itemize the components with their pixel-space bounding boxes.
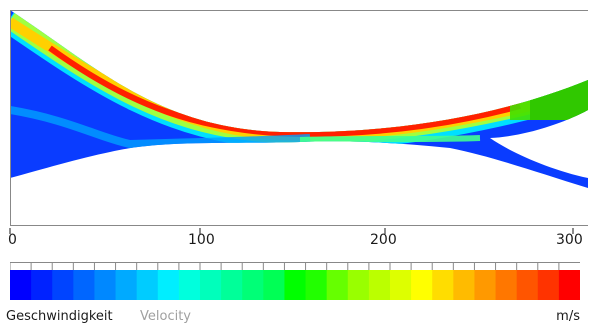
scale-tick-300: 300 <box>556 232 583 248</box>
colorbar-swatch <box>94 270 116 300</box>
colorbar-swatches <box>10 270 580 300</box>
colorbar-swatch <box>263 270 285 300</box>
velocity-colorbar <box>10 262 580 302</box>
colorbar-swatch <box>538 270 560 300</box>
colorbar-swatch <box>496 270 518 300</box>
colorbar-swatch <box>474 270 496 300</box>
colorbar-swatch <box>158 270 180 300</box>
colorbar-swatch <box>453 270 475 300</box>
scale-tick-100: 100 <box>188 232 215 248</box>
scale-tick-200: 200 <box>370 232 397 248</box>
colorbar-swatch <box>411 270 433 300</box>
colorbar-swatch <box>52 270 74 300</box>
colorbar-swatch <box>517 270 539 300</box>
colorbar-swatch <box>73 270 95 300</box>
scale-tick-0: 0 <box>8 232 17 248</box>
colorbar-swatch <box>284 270 306 300</box>
colorbar-swatch <box>10 270 32 300</box>
channel-flow <box>10 10 588 226</box>
legend-title-en: Velocity <box>140 309 191 324</box>
legend-unit: m/s <box>556 309 580 324</box>
colorbar-swatch <box>137 270 159 300</box>
legend-title-de: Geschwindigkeit <box>6 309 113 324</box>
colorbar-swatch <box>179 270 201 300</box>
colorbar-swatch <box>369 270 391 300</box>
colorbar-swatch <box>242 270 264 300</box>
colorbar-swatch <box>390 270 412 300</box>
colorbar-swatch <box>348 270 370 300</box>
colorbar-swatch <box>116 270 138 300</box>
velocity-contour-plot <box>10 10 588 226</box>
colorbar-ticks <box>10 263 559 270</box>
colorbar-swatch <box>31 270 53 300</box>
colorbar-swatch <box>559 270 580 300</box>
colorbar-swatch <box>200 270 222 300</box>
colorbar-swatch <box>327 270 349 300</box>
colorbar-swatch <box>432 270 454 300</box>
colorbar-swatch <box>221 270 243 300</box>
length-scale <box>0 228 590 254</box>
colorbar-swatch <box>306 270 328 300</box>
